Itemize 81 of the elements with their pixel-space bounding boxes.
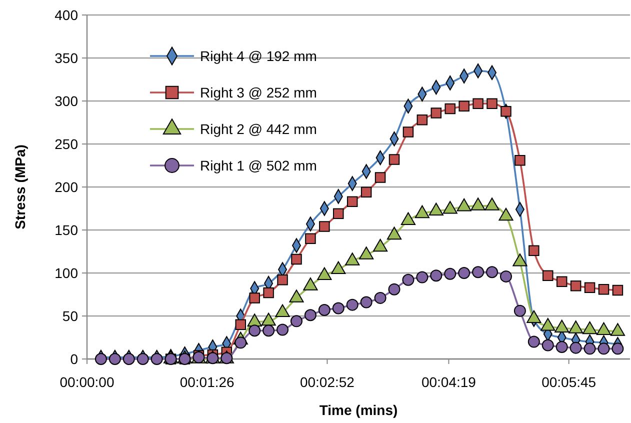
point — [235, 319, 246, 330]
point — [290, 315, 302, 328]
point — [360, 296, 372, 308]
point — [374, 292, 386, 304]
y-tick-label: 250 — [54, 136, 78, 152]
point — [598, 284, 610, 295]
point — [430, 108, 442, 118]
point — [374, 172, 386, 183]
point — [304, 309, 316, 322]
point — [150, 353, 163, 365]
y-tick-label: 200 — [54, 178, 78, 195]
legend-label: Right 3 @ 252 mm — [200, 84, 317, 100]
point — [458, 100, 470, 112]
point — [598, 342, 610, 355]
point — [612, 284, 624, 296]
point — [318, 304, 330, 316]
point — [108, 353, 121, 365]
point — [388, 154, 400, 165]
point — [542, 270, 554, 281]
x-tick-label: 00:04:19 — [421, 374, 476, 390]
x-tick-label: 00:00:00 — [60, 374, 114, 390]
point — [486, 98, 498, 109]
point — [556, 340, 568, 353]
point — [486, 266, 498, 278]
point — [360, 186, 372, 198]
point — [402, 274, 414, 286]
point — [276, 324, 289, 336]
point — [584, 282, 596, 293]
y-tick-label: 150 — [54, 222, 78, 238]
legend-label: Right 2 @ 442 mm — [200, 120, 317, 137]
point — [570, 342, 582, 354]
point — [528, 336, 540, 348]
y-tick-label: 400 — [54, 6, 78, 23]
point — [319, 221, 330, 232]
point — [291, 254, 302, 265]
point — [305, 233, 316, 244]
point — [262, 324, 275, 337]
point — [332, 302, 344, 314]
point — [514, 154, 526, 166]
point — [472, 266, 484, 278]
x-tick-label: 00:01:26 — [180, 374, 235, 390]
point — [444, 268, 456, 280]
x-axis-title: Time (mins) — [319, 402, 398, 418]
point — [333, 208, 344, 220]
point — [472, 98, 484, 109]
point — [249, 292, 260, 304]
x-tick-label: 00:02:52 — [300, 374, 355, 390]
y-tick-label: 0 — [70, 350, 78, 367]
x-tick-label: 00:05:45 — [542, 374, 596, 390]
y-tick-label: 50 — [62, 308, 78, 324]
point — [556, 276, 568, 287]
point — [528, 245, 540, 256]
point — [444, 103, 456, 114]
point — [402, 126, 414, 138]
point — [430, 270, 442, 282]
point — [416, 271, 428, 284]
point — [500, 270, 512, 282]
legend-label: Right 1 @ 502 mm — [200, 157, 317, 174]
point — [234, 336, 247, 349]
point — [388, 283, 400, 296]
point — [248, 324, 261, 337]
point — [277, 274, 288, 286]
point — [416, 114, 428, 126]
y-tick-label: 350 — [54, 50, 78, 66]
point — [94, 353, 107, 365]
point — [458, 267, 470, 279]
point — [584, 342, 596, 355]
point — [514, 304, 526, 317]
point — [542, 339, 554, 352]
point — [570, 280, 582, 292]
y-axis-title: Stress (MPa) — [12, 144, 28, 230]
point — [346, 196, 358, 207]
point — [346, 298, 358, 311]
y-tick-label: 300 — [54, 92, 78, 109]
legend-label: Right 4 @ 192 mm — [200, 48, 317, 64]
point — [612, 342, 624, 355]
y-tick-label: 100 — [54, 264, 78, 281]
point — [122, 353, 135, 365]
point — [136, 353, 149, 365]
point — [500, 106, 512, 117]
point — [263, 287, 274, 298]
